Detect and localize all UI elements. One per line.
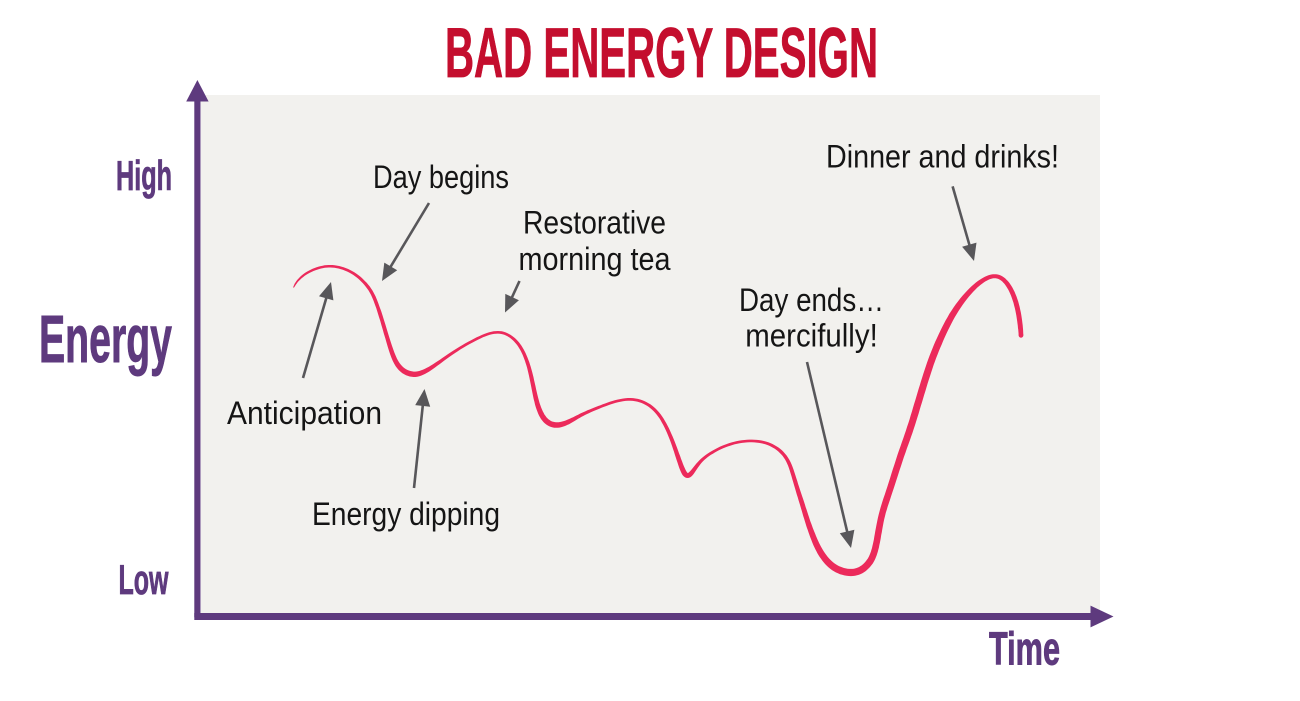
svg-text:High: High [116,153,172,199]
svg-text:Anticipation: Anticipation [227,395,382,431]
svg-text:Energy: Energy [39,302,172,377]
svg-text:Energy dipping: Energy dipping [312,496,500,532]
svg-text:mercifully!: mercifully! [745,318,878,354]
svg-text:Day begins: Day begins [373,159,509,195]
svg-text:BAD ENERGY DESIGN: BAD ENERGY DESIGN [445,13,878,92]
svg-text:Day ends…: Day ends… [739,282,884,318]
svg-text:Dinner and drinks!: Dinner and drinks! [826,139,1059,175]
svg-text:morning tea: morning tea [519,241,671,277]
svg-text:Low: Low [119,557,169,603]
svg-text:Time: Time [989,623,1060,675]
svg-text:Restorative: Restorative [523,205,666,241]
